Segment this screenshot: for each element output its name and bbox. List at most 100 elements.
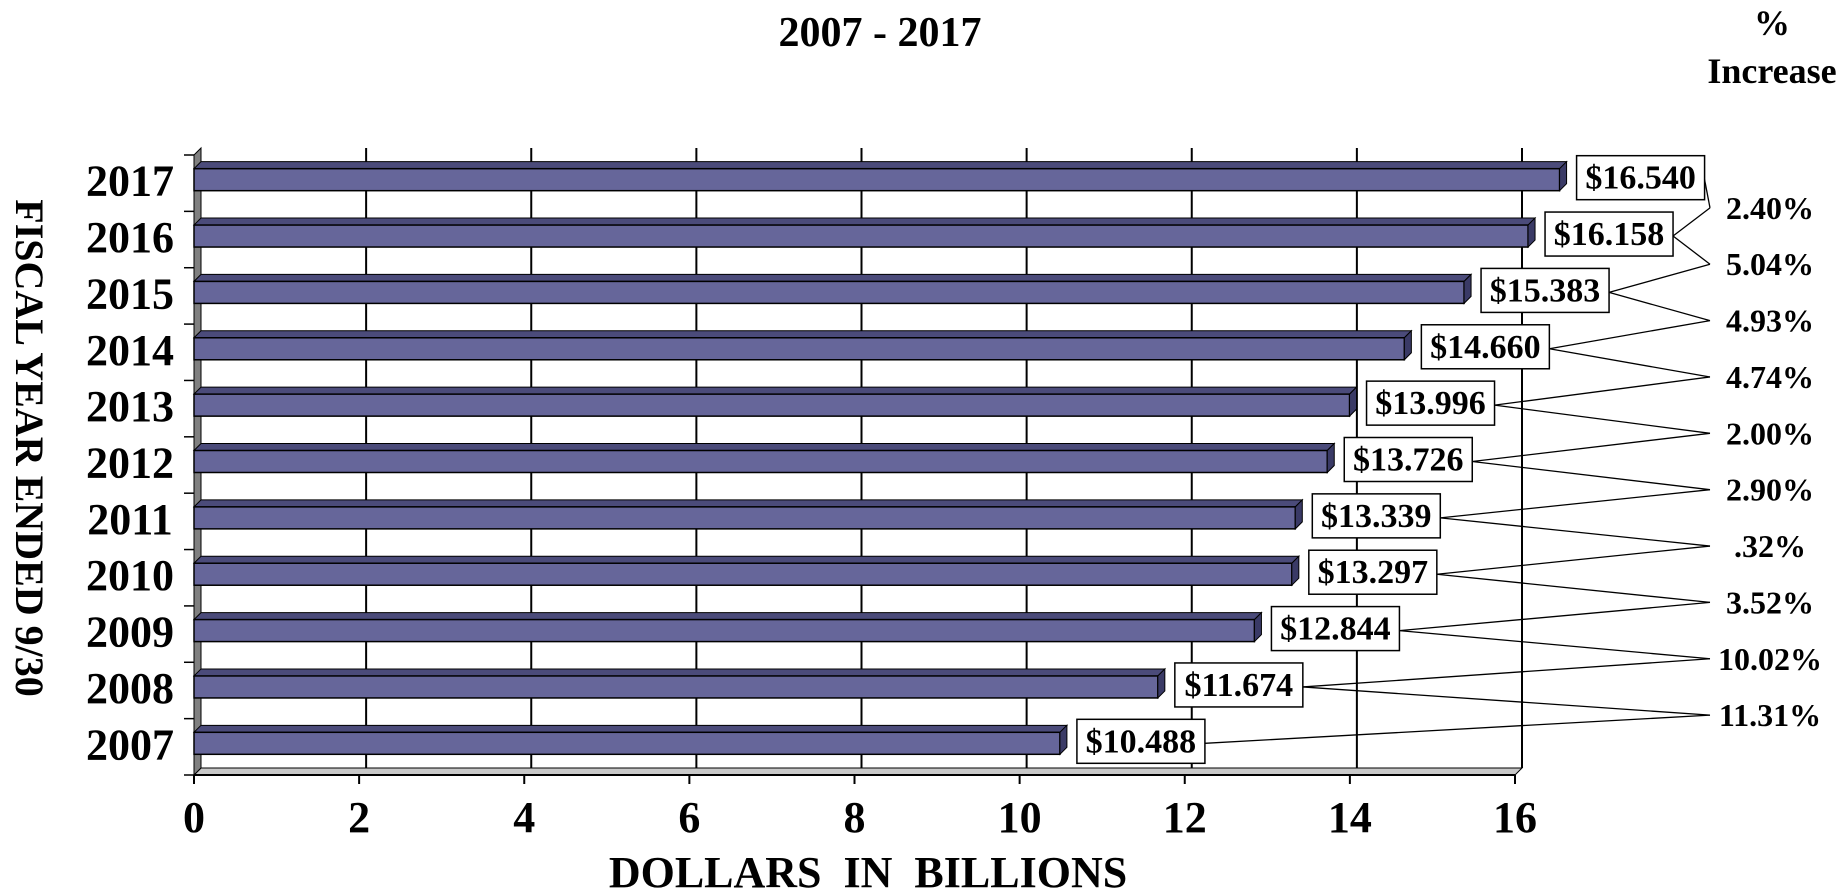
x-tick-label: 2 bbox=[348, 793, 370, 842]
increase-leader bbox=[1472, 432, 1711, 463]
y-tick-label: 2007 bbox=[86, 720, 174, 769]
increase-leader bbox=[1302, 686, 1711, 716]
bar-top bbox=[192, 612, 1263, 621]
value-label-box bbox=[1343, 436, 1474, 483]
bar bbox=[193, 506, 1297, 530]
increase-label: 2.00% bbox=[1726, 415, 1814, 451]
value-label-box bbox=[1311, 493, 1442, 539]
y-tick-label: 2015 bbox=[86, 269, 174, 318]
x-tick-label: 6 bbox=[678, 793, 700, 842]
value-label-box bbox=[1365, 380, 1496, 426]
value-label: $16.540 bbox=[1585, 160, 1696, 197]
bar bbox=[193, 393, 1351, 417]
bar-top bbox=[192, 386, 1358, 395]
increase-label: 2.90% bbox=[1726, 472, 1814, 508]
increase-leader bbox=[1703, 179, 1711, 208]
increase-label: 11.31% bbox=[1719, 697, 1821, 733]
x-tick-label: 12 bbox=[1163, 793, 1207, 842]
value-label-box bbox=[1270, 605, 1401, 652]
increase-header-symbol: % bbox=[1754, 3, 1790, 43]
increase-leader bbox=[1204, 714, 1711, 744]
bar bbox=[193, 618, 1256, 643]
bar-end bbox=[1559, 160, 1568, 192]
increase-header-label: Increase bbox=[1707, 51, 1836, 91]
increase-leader bbox=[1436, 545, 1711, 575]
bar-end bbox=[1291, 555, 1300, 587]
increase-leader bbox=[1302, 658, 1711, 688]
bar-top bbox=[192, 217, 1537, 226]
x-tick-label: 16 bbox=[1493, 793, 1537, 842]
bar-top bbox=[192, 443, 1336, 451]
y-tick-label: 2012 bbox=[86, 439, 174, 488]
increase-leader bbox=[1672, 207, 1711, 237]
increase-leader bbox=[1436, 573, 1711, 604]
x-tick-label: 4 bbox=[513, 793, 535, 842]
bar bbox=[193, 675, 1159, 699]
y-tick-label: 2014 bbox=[86, 326, 174, 375]
x-tick-label: 0 bbox=[183, 793, 205, 842]
increase-leader bbox=[1494, 376, 1711, 406]
value-label: $13.339 bbox=[1321, 498, 1432, 535]
x-tick-label: 14 bbox=[1328, 793, 1372, 842]
increase-leader bbox=[1549, 348, 1711, 378]
increase-label: 4.93% bbox=[1726, 303, 1814, 339]
x-tick-label: 8 bbox=[844, 793, 866, 842]
increase-leader bbox=[1472, 460, 1711, 491]
increase-label: 10.02% bbox=[1718, 641, 1822, 677]
increase-leader bbox=[1672, 235, 1711, 265]
y-tick-label: 2011 bbox=[87, 495, 173, 544]
bar-top bbox=[192, 161, 1568, 170]
y-tick-label: 2009 bbox=[86, 608, 174, 657]
bar-top bbox=[192, 724, 1069, 733]
bar-end bbox=[1403, 329, 1412, 361]
bar bbox=[193, 167, 1561, 192]
bar-top bbox=[192, 273, 1473, 282]
increase-leader bbox=[1399, 629, 1711, 660]
value-label-box bbox=[1308, 549, 1438, 595]
increase-leader bbox=[1494, 404, 1711, 434]
value-label: $16.158 bbox=[1554, 216, 1665, 253]
bar bbox=[193, 224, 1529, 248]
value-label: $13.297 bbox=[1318, 554, 1429, 591]
x-axis-title: DOLLARS IN BILLIONS bbox=[609, 848, 1127, 892]
y-axis-title: FISCAL YEAR ENDED 9/30 bbox=[7, 199, 52, 696]
bar-end bbox=[1294, 498, 1303, 531]
plot-area: 0 2 4 6 8 10 12 14 16 2017 $16.540 2016 $16.158 2015 $… bbox=[86, 146, 1822, 842]
y-tick-label: 2010 bbox=[86, 551, 174, 600]
value-label: $13.726 bbox=[1353, 442, 1464, 479]
increase-leader bbox=[1608, 263, 1711, 294]
increase-label: 5.04% bbox=[1726, 246, 1814, 282]
x-tick-label: 10 bbox=[998, 793, 1042, 842]
value-label-box bbox=[1076, 718, 1206, 765]
increase-leader bbox=[1440, 489, 1711, 519]
value-label: $11.674 bbox=[1185, 667, 1294, 704]
value-label-box bbox=[1480, 267, 1610, 314]
value-label: $14.660 bbox=[1430, 329, 1541, 366]
increase-leader bbox=[1399, 601, 1711, 632]
value-label: $12.844 bbox=[1280, 611, 1391, 648]
bar bbox=[193, 449, 1329, 474]
increase-label: 3.52% bbox=[1726, 584, 1814, 620]
increase-label: 2.40% bbox=[1726, 190, 1814, 226]
y-tick-label: 2008 bbox=[86, 664, 174, 713]
value-label: $10.488 bbox=[1086, 723, 1197, 760]
y-tick-label: 2017 bbox=[86, 157, 174, 206]
value-label: $13.996 bbox=[1375, 385, 1486, 422]
bar-end bbox=[1463, 273, 1472, 305]
bar bbox=[193, 731, 1061, 756]
bar-end bbox=[1059, 724, 1068, 756]
bar-end bbox=[1253, 611, 1262, 643]
bar-top bbox=[192, 555, 1301, 564]
bar bbox=[193, 337, 1406, 361]
bar-end bbox=[1326, 442, 1335, 474]
increase-leader bbox=[1440, 517, 1711, 547]
value-label-box bbox=[1174, 662, 1304, 708]
value-label-box bbox=[1575, 154, 1706, 201]
y-tick-label: 2013 bbox=[86, 382, 174, 431]
bar-top bbox=[192, 499, 1304, 508]
increase-label: .32% bbox=[1734, 528, 1806, 564]
bar-end bbox=[1349, 385, 1358, 418]
bar-end bbox=[1157, 667, 1166, 700]
bar-top bbox=[192, 330, 1413, 339]
